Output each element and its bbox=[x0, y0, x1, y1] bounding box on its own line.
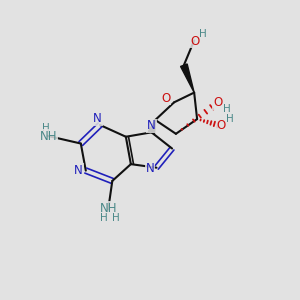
Text: NH: NH bbox=[40, 130, 58, 143]
Text: O: O bbox=[213, 96, 222, 109]
Text: N: N bbox=[147, 119, 156, 132]
Polygon shape bbox=[181, 64, 194, 93]
Text: N: N bbox=[146, 162, 154, 175]
Text: O: O bbox=[161, 92, 170, 105]
Text: N: N bbox=[74, 164, 83, 176]
Text: N: N bbox=[93, 112, 102, 125]
Text: NH: NH bbox=[100, 202, 118, 214]
Text: H: H bbox=[42, 123, 50, 133]
Polygon shape bbox=[148, 120, 155, 133]
Text: H: H bbox=[112, 213, 119, 223]
Text: H: H bbox=[199, 29, 207, 39]
Text: H: H bbox=[100, 213, 108, 223]
Text: H: H bbox=[223, 104, 230, 114]
Text: H: H bbox=[226, 114, 234, 124]
Text: O: O bbox=[217, 119, 226, 132]
Text: O: O bbox=[190, 34, 200, 48]
